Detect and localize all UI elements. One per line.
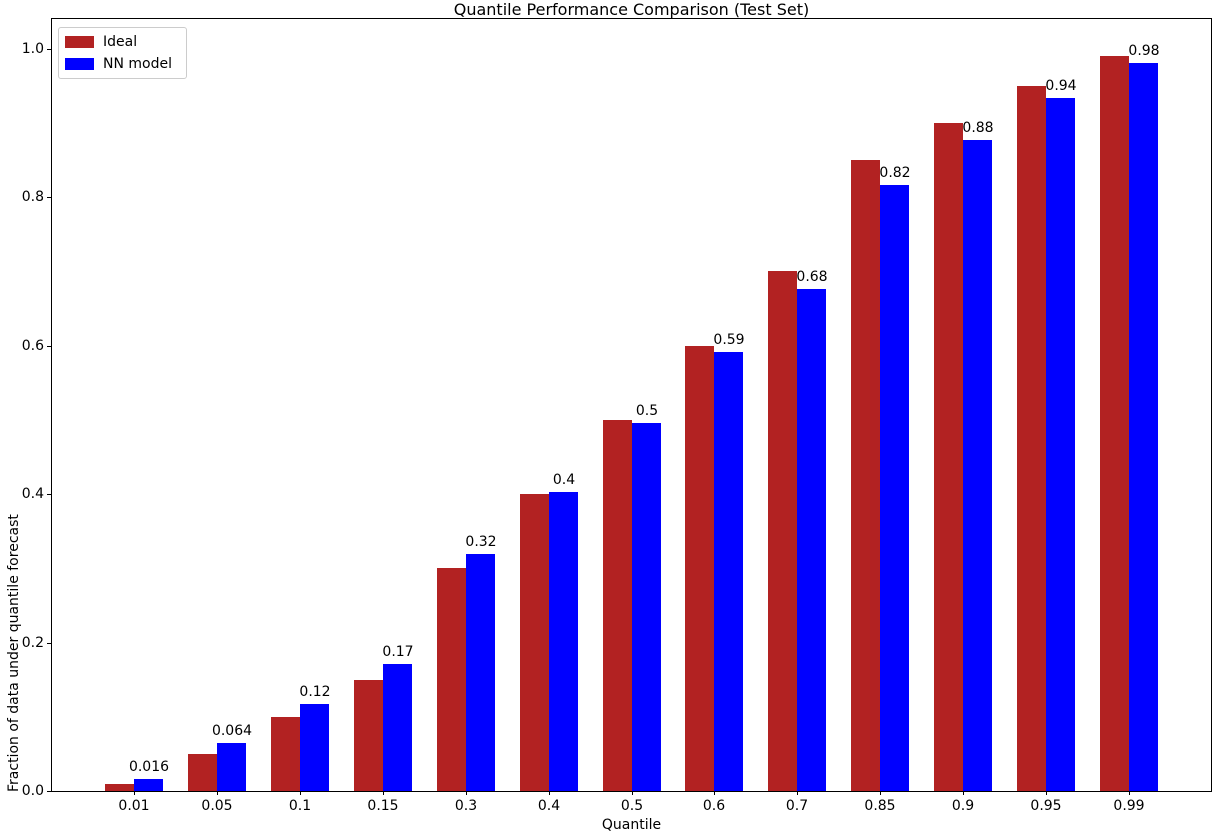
x-tick bbox=[714, 791, 715, 795]
x-tick bbox=[880, 791, 881, 795]
bar-value-label: 0.59 bbox=[713, 332, 745, 348]
legend-item-ideal: Ideal bbox=[65, 34, 172, 50]
bar-ideal bbox=[520, 494, 549, 791]
y-tick-label: 0.2 bbox=[21, 635, 44, 651]
chart-title: Quantile Performance Comparison (Test Se… bbox=[453, 0, 810, 19]
x-tick bbox=[217, 791, 218, 795]
x-tick bbox=[134, 791, 135, 795]
y-tick bbox=[47, 643, 51, 644]
x-tick bbox=[797, 791, 798, 795]
x-tick-label: 0.5 bbox=[620, 798, 644, 814]
y-axis-label: Fraction of data under quantile forecast bbox=[6, 514, 22, 792]
x-tick-label: 0.3 bbox=[454, 798, 478, 814]
bar-value-label: 0.98 bbox=[1128, 43, 1160, 59]
bar-ideal bbox=[188, 754, 217, 791]
bar-value-label: 0.5 bbox=[635, 403, 659, 419]
bar-nn-model bbox=[549, 492, 578, 791]
bar-nn-model bbox=[383, 664, 412, 791]
legend-swatch-ideal bbox=[65, 36, 94, 48]
bar-ideal bbox=[437, 568, 466, 791]
bar-value-label: 0.68 bbox=[796, 269, 828, 285]
bar-nn-model bbox=[217, 743, 246, 791]
x-tick bbox=[1046, 791, 1047, 795]
y-tick-label: 0.0 bbox=[21, 783, 44, 799]
bar-value-label: 0.064 bbox=[211, 723, 253, 739]
y-tick-label: 1.0 bbox=[21, 41, 44, 57]
bar-value-label: 0.17 bbox=[382, 644, 414, 660]
x-tick-label: 0.6 bbox=[702, 798, 726, 814]
bar-nn-model bbox=[714, 352, 743, 791]
legend: Ideal NN model bbox=[58, 27, 187, 79]
x-tick-label: 0.7 bbox=[785, 798, 809, 814]
bar-nn-model bbox=[1129, 63, 1158, 791]
x-tick-label: 0.4 bbox=[537, 798, 561, 814]
x-tick bbox=[466, 791, 467, 795]
bar-nn-model bbox=[466, 554, 495, 791]
x-tick bbox=[1129, 791, 1130, 795]
x-tick-label: 0.15 bbox=[367, 798, 399, 814]
legend-item-nn-model: NN model bbox=[65, 56, 172, 72]
y-tick bbox=[47, 49, 51, 50]
bar-ideal bbox=[105, 784, 134, 791]
x-tick bbox=[632, 791, 633, 795]
x-tick-label: 0.05 bbox=[201, 798, 233, 814]
y-tick bbox=[47, 494, 51, 495]
bar-ideal bbox=[685, 346, 714, 791]
bar-value-label: 0.4 bbox=[552, 472, 576, 488]
bar-value-label: 0.88 bbox=[962, 120, 994, 136]
bar-nn-model bbox=[632, 423, 661, 791]
legend-label: NN model bbox=[103, 56, 172, 72]
y-tick-label: 0.4 bbox=[21, 486, 44, 502]
x-tick-label: 0.01 bbox=[118, 798, 150, 814]
y-tick bbox=[47, 346, 51, 347]
y-tick-label: 0.6 bbox=[21, 338, 44, 354]
x-tick bbox=[300, 791, 301, 795]
bar-ideal bbox=[768, 271, 797, 791]
bar-value-label: 0.94 bbox=[1045, 78, 1077, 94]
x-tick-label: 0.9 bbox=[951, 798, 975, 814]
plot-area: Ideal NN model 0.016 0.01 0.064 0.05 0.12 0.1 0… bbox=[22, 18, 1212, 814]
legend-swatch-nn-model bbox=[65, 58, 94, 70]
bar-value-label: 0.32 bbox=[465, 534, 497, 550]
x-tick bbox=[383, 791, 384, 795]
bar-ideal bbox=[603, 420, 632, 791]
bar-value-label: 0.82 bbox=[879, 165, 911, 181]
x-tick-label: 0.1 bbox=[288, 798, 312, 814]
bar-value-label: 0.12 bbox=[299, 684, 331, 700]
x-tick bbox=[549, 791, 550, 795]
bar-nn-model bbox=[880, 185, 909, 791]
bar-ideal bbox=[851, 160, 880, 791]
y-tick bbox=[47, 197, 51, 198]
bar-value-label: 0.016 bbox=[128, 759, 170, 775]
x-tick-label: 0.99 bbox=[1113, 798, 1145, 814]
x-tick bbox=[963, 791, 964, 795]
bar-ideal bbox=[354, 680, 383, 791]
x-tick-label: 0.95 bbox=[1030, 798, 1062, 814]
y-tick-label: 0.8 bbox=[21, 189, 44, 205]
bar-nn-model bbox=[797, 289, 826, 791]
legend-label: Ideal bbox=[103, 34, 138, 50]
bar-nn-model bbox=[134, 779, 163, 791]
bar-ideal bbox=[271, 717, 300, 791]
bar-nn-model bbox=[1046, 98, 1075, 791]
bar-ideal bbox=[934, 123, 963, 791]
y-tick bbox=[47, 791, 51, 792]
bar-ideal bbox=[1100, 56, 1129, 791]
bar-ideal bbox=[1017, 86, 1046, 791]
bar-nn-model bbox=[300, 704, 329, 791]
x-axis-label: Quantile bbox=[601, 817, 662, 833]
bar-nn-model bbox=[963, 140, 992, 791]
x-tick-label: 0.85 bbox=[864, 798, 896, 814]
